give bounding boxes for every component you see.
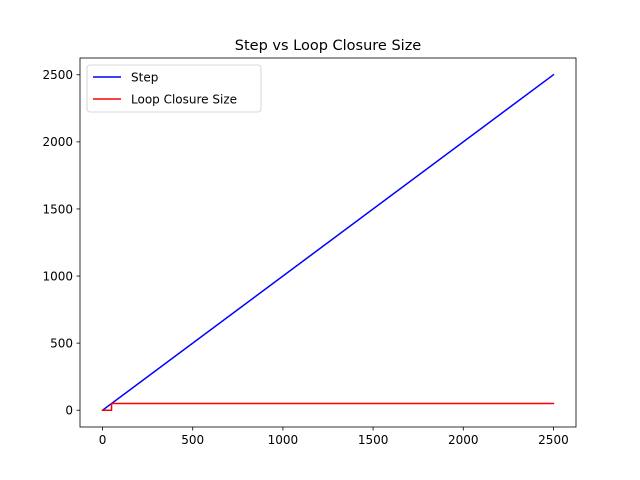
y-axis: 0 500 1000 1500 2000 2500 <box>42 68 80 418</box>
x-tick-label: 2500 <box>538 433 569 447</box>
legend-label: Loop Closure Size <box>131 92 237 106</box>
y-tick-label: 1500 <box>42 202 73 216</box>
x-tick-label: 1000 <box>268 433 299 447</box>
series-line-1 <box>101 73 555 412</box>
x-axis: 0 500 1000 1500 2000 2500 <box>99 427 569 447</box>
y-tick-label: 500 <box>50 336 73 350</box>
legend-box <box>86 64 262 113</box>
legend-label: Step <box>131 70 158 84</box>
y-tick-label: 2000 <box>42 135 73 149</box>
y-tick-label: 1000 <box>42 269 73 283</box>
y-tick-label: 0 <box>65 404 73 418</box>
y-tick-label: 2500 <box>42 68 73 82</box>
plot-frame <box>79 57 577 428</box>
x-tick-label: 500 <box>181 433 204 447</box>
legend: Step Loop Closure Size <box>86 64 262 113</box>
series-line-2 <box>101 402 555 411</box>
plot-area <box>79 57 577 428</box>
x-tick-label: 1500 <box>358 433 389 447</box>
x-tick-label: 0 <box>99 433 107 447</box>
x-tick-label: 2000 <box>448 433 479 447</box>
chart-title: Step vs Loop Closure Size <box>235 38 422 54</box>
